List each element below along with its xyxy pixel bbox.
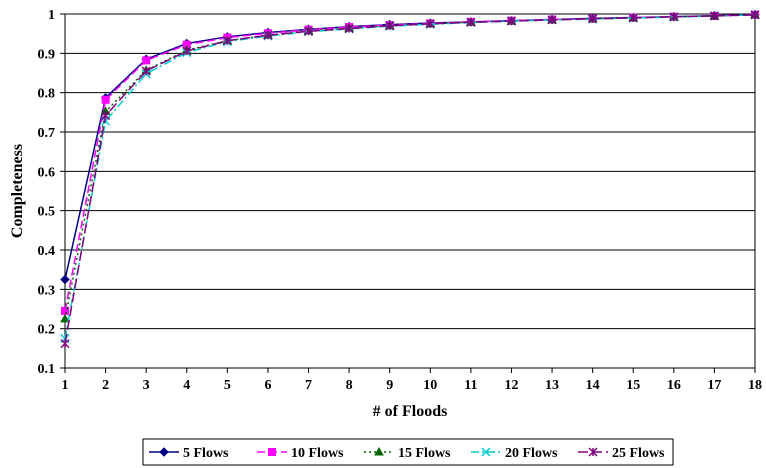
data-point-5-flows bbox=[60, 274, 70, 285]
series-line-5-flows bbox=[64, 14, 756, 280]
legend-entry-20-flows: 20 Flows bbox=[471, 446, 558, 461]
x-tick-label: 5 bbox=[224, 378, 231, 393]
y-tick-label: 0.8 bbox=[38, 87, 56, 102]
y-tick-label: 0.2 bbox=[38, 323, 56, 338]
legend-label: 5 Flows bbox=[183, 446, 229, 461]
series-line-20-flows bbox=[64, 14, 756, 339]
axes bbox=[60, 13, 756, 373]
x-tick-label: 3 bbox=[143, 378, 150, 393]
gridlines bbox=[65, 13, 755, 330]
x-tick-label: 1 bbox=[62, 378, 69, 393]
y-tick-label: 1 bbox=[48, 8, 55, 23]
data-point-25-flows bbox=[141, 66, 151, 76]
x-tick-label: 15 bbox=[626, 378, 640, 393]
y-tick-label: 0.4 bbox=[38, 244, 56, 259]
x-tick-label: 18 bbox=[748, 378, 762, 393]
data-point-25-flows bbox=[750, 10, 760, 20]
tick-labels: 0.10.20.30.40.50.60.70.80.911 2 3 4 5 6 7 8 9 10 1… bbox=[38, 8, 763, 393]
y-tick-label: 0.9 bbox=[38, 47, 56, 62]
x-tick-label: 16 bbox=[667, 378, 681, 393]
legend-entry-10-flows: 10 Flows bbox=[257, 446, 344, 461]
series-10-flows bbox=[61, 10, 759, 315]
x-tick-label: 17 bbox=[707, 378, 721, 393]
series-group bbox=[60, 9, 760, 349]
x-tick-label: 13 bbox=[545, 378, 559, 393]
legend-label: 10 Flows bbox=[291, 446, 344, 461]
data-point-25-flows bbox=[425, 19, 435, 29]
x-tick-label: 4 bbox=[183, 378, 190, 393]
legend-entry-5-flows: 5 Flows bbox=[149, 446, 229, 461]
data-point-25-flows bbox=[344, 24, 354, 34]
data-point-15-flows bbox=[60, 313, 70, 323]
data-point-25-flows bbox=[547, 15, 557, 25]
x-tick-label: 6 bbox=[264, 378, 271, 393]
legend-entry-15-flows: 15 Flows bbox=[364, 446, 451, 461]
series-line-25-flows bbox=[64, 14, 756, 344]
y-axis-title: Completeness bbox=[9, 144, 26, 238]
data-point-25-flows bbox=[506, 16, 517, 26]
legend: 5 Flows 10 Flows 15 Flows 20 Flows 25 Flows bbox=[142, 438, 674, 466]
data-point-25-flows bbox=[628, 13, 638, 23]
x-tick-label: 14 bbox=[586, 378, 600, 393]
x-tick-label: 12 bbox=[504, 378, 518, 393]
data-point-25-flows bbox=[303, 26, 314, 36]
legend-marker bbox=[268, 448, 276, 456]
data-point-25-flows bbox=[466, 17, 476, 27]
legend-marker bbox=[159, 447, 169, 457]
legend-entry-25-flows: 25 Flows bbox=[578, 446, 665, 461]
data-point-10-flows bbox=[101, 95, 110, 104]
x-tick-label: 8 bbox=[346, 378, 353, 393]
series-15-flows bbox=[60, 9, 760, 323]
legend-label: 25 Flows bbox=[612, 446, 665, 461]
legend-marker bbox=[481, 447, 491, 457]
legend-marker bbox=[588, 447, 598, 457]
data-point-10-flows bbox=[142, 56, 151, 65]
data-point-25-flows bbox=[588, 14, 598, 24]
legend-label: 15 Flows bbox=[398, 446, 451, 461]
x-tick-label: 11 bbox=[464, 378, 477, 393]
data-point-25-flows bbox=[385, 21, 395, 31]
series-25-flows bbox=[60, 10, 760, 349]
legend-label: 20 Flows bbox=[505, 446, 558, 461]
x-axis-title: # of Floods bbox=[373, 403, 448, 420]
data-point-25-flows bbox=[60, 339, 70, 349]
x-tick-label: 7 bbox=[305, 378, 312, 393]
x-tick-label: 2 bbox=[102, 378, 109, 393]
data-point-25-flows bbox=[101, 110, 111, 121]
data-point-25-flows bbox=[263, 30, 273, 40]
legend-marker bbox=[374, 446, 384, 456]
data-point-25-flows bbox=[182, 46, 192, 56]
data-point-25-flows bbox=[709, 11, 719, 21]
y-tick-label: 0.5 bbox=[38, 205, 56, 220]
y-tick-label: 0.6 bbox=[38, 165, 56, 180]
x-tick-label: 10 bbox=[423, 378, 437, 393]
data-point-25-flows bbox=[222, 36, 232, 46]
y-tick-label: 0.3 bbox=[38, 283, 56, 298]
y-tick-label: 0.7 bbox=[38, 126, 56, 141]
data-point-25-flows bbox=[669, 12, 679, 22]
y-tick-label: 0.1 bbox=[38, 362, 56, 377]
series-5-flows bbox=[60, 10, 760, 285]
x-tick-label: 9 bbox=[386, 378, 393, 393]
